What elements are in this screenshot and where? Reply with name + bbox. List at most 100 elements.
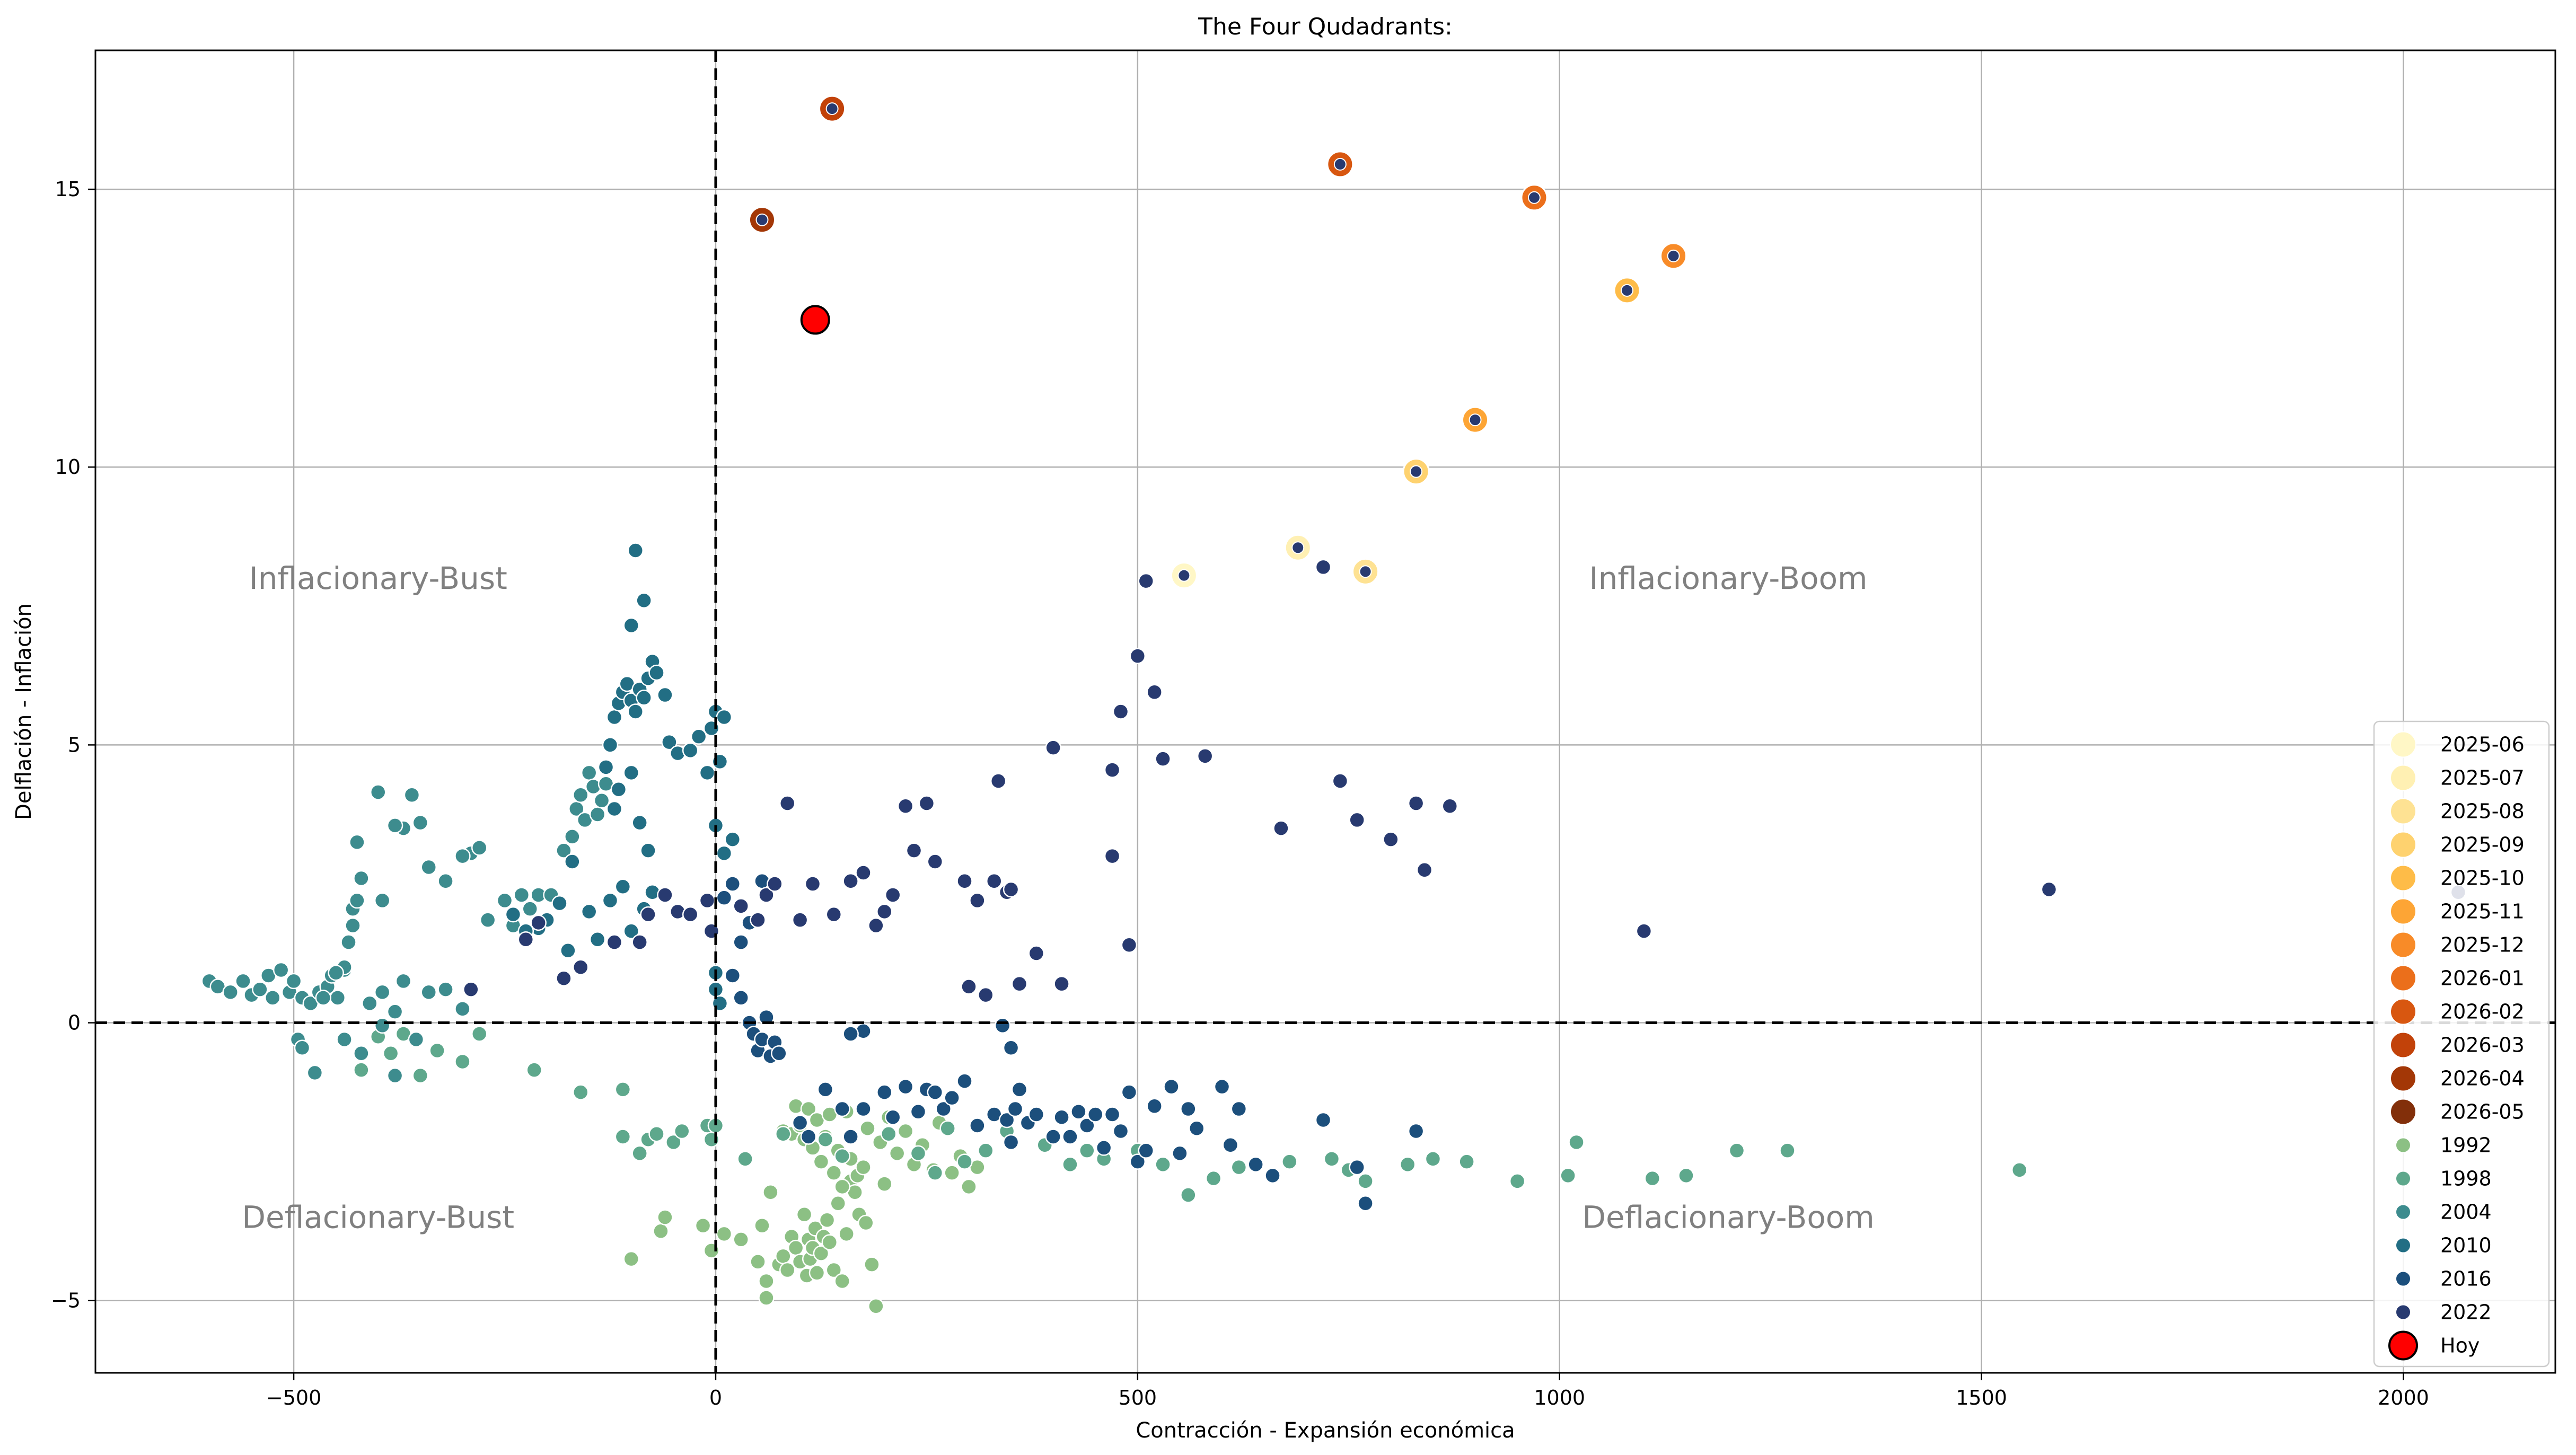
scatter-point-2010	[648, 664, 665, 681]
scatter-point-2022	[657, 887, 673, 903]
scatter-point-2004	[265, 990, 281, 1006]
scatter-point-2004	[412, 814, 429, 831]
scatter-point-1992	[876, 1176, 893, 1192]
scatter-point-2004	[408, 1031, 425, 1048]
scatter-point-1992	[716, 1225, 733, 1242]
scatter-point-2004	[403, 787, 420, 803]
legend-marker-2025-09	[2390, 831, 2416, 858]
scatter-point-2016	[1045, 1128, 1061, 1145]
scatter-point-2016	[855, 1100, 872, 1117]
scatter-point-1992	[855, 1159, 872, 1176]
scatter-point-2016	[758, 1009, 775, 1026]
scatter-point-2022	[868, 917, 884, 934]
scatter-point-1998	[1230, 1159, 1247, 1176]
month-point-core	[1291, 541, 1305, 554]
scatter-point-1998	[1357, 1173, 1374, 1189]
scatter-point-2004	[374, 984, 391, 1001]
legend-marker-2026-02	[2390, 998, 2416, 1025]
legend-marker-2025-08	[2390, 798, 2416, 825]
scatter-point-2022	[884, 887, 901, 903]
scatter-point-2004	[420, 859, 437, 876]
legend-label: 2025-07	[2440, 766, 2525, 790]
scatter-point-2010	[623, 764, 640, 781]
scatter-point-1992	[623, 1250, 640, 1267]
scatter-point-1992	[859, 1120, 876, 1136]
scatter-point-1998	[412, 1067, 429, 1084]
scatter-point-2016	[1189, 1120, 1205, 1136]
scatter-point-1992	[653, 1223, 669, 1239]
scatter-point-1992	[825, 1262, 842, 1278]
month-point-core	[1469, 413, 1482, 427]
scatter-point-2016	[1087, 1106, 1104, 1123]
quadrant-labels: Inflacionary-Bust Inflacionary-Boom Deflac…	[242, 560, 1874, 1236]
x-axis-label: Contracción - Expansión económica	[1136, 1418, 1515, 1443]
scatter-point-2004	[222, 984, 239, 1001]
scatter-point-2022	[905, 842, 922, 859]
scatter-point-1992	[834, 1273, 850, 1290]
scatter-point-2022	[855, 865, 872, 881]
scatter-point-2004	[252, 981, 268, 998]
scatter-point-1998	[454, 1053, 471, 1070]
scatter-point-2022	[530, 914, 547, 931]
scatter-point-2016	[1112, 1123, 1129, 1140]
y-axis-label: Delflación - Inflación	[12, 603, 36, 820]
scatter-point-2016	[1079, 1117, 1095, 1134]
scatter-point-1998	[1644, 1170, 1661, 1187]
scatter-point-2016	[733, 990, 749, 1006]
scatter-point-2010	[716, 709, 733, 726]
scatter-point-2016	[817, 1081, 834, 1098]
scatter-point-2004	[573, 787, 589, 803]
scatter-point-2022	[631, 934, 648, 950]
scatter-point-2010	[602, 737, 619, 753]
y-tick-label: 10	[55, 455, 81, 479]
scatter-point-2016	[1121, 1084, 1138, 1100]
legend-marker-2025-11	[2390, 898, 2416, 925]
scatter-point-2010	[661, 734, 678, 751]
month-point-core	[1667, 249, 1680, 262]
scatter-point-2010	[636, 690, 652, 706]
scatter-point-2010	[636, 592, 652, 609]
scatter-point-2016	[1146, 1098, 1163, 1115]
scatter-point-2004	[420, 984, 437, 1001]
legend-label: 2004	[2440, 1201, 2492, 1224]
scatter-point-2004	[285, 973, 302, 990]
scatter-point-2016	[800, 1128, 817, 1145]
scatter-point-2022	[918, 795, 935, 812]
scatter-point-2022	[1104, 762, 1121, 778]
scatter-point-2004	[471, 840, 488, 856]
scatter-point-2022	[767, 876, 783, 892]
legend-label: 2010	[2440, 1234, 2492, 1257]
scatter-point-1998	[2011, 1162, 2028, 1178]
scatter-point-2022	[1408, 795, 1425, 812]
scatter-point-2004	[386, 1003, 403, 1020]
scatter-point-2022	[556, 970, 572, 986]
scatter-point-2010	[614, 878, 631, 895]
scatter-point-1998	[471, 1026, 488, 1042]
legend-label: 1998	[2440, 1167, 2492, 1191]
legend-label: 2025-10	[2440, 867, 2525, 890]
legend-label: 2025-09	[2440, 833, 2525, 857]
scatter-point-2016	[969, 1117, 986, 1134]
x-tick-label: 2000	[2378, 1386, 2429, 1409]
scatter-point-1998	[429, 1042, 445, 1059]
y-tick-label: 5	[68, 733, 81, 756]
scatter-point-2010	[606, 709, 623, 726]
scatter-point-2004	[315, 990, 332, 1006]
scatter-point-2004	[386, 1067, 403, 1084]
scatter-point-1998	[881, 1125, 897, 1142]
legend-label: 1992	[2440, 1134, 2492, 1157]
legend-marker-1992	[2395, 1137, 2411, 1153]
scatter-point-1992	[819, 1212, 836, 1228]
legend-label: 2022	[2440, 1301, 2492, 1324]
reference-lines	[95, 50, 2555, 1373]
scatter-point-1998	[614, 1128, 631, 1145]
scatter-point-1998	[817, 1131, 834, 1148]
scatter-point-2022	[1011, 975, 1028, 992]
legend-marker-2004	[2395, 1204, 2411, 1220]
scatter-point-2016	[1028, 1106, 1045, 1123]
scatter-point-1998	[1180, 1187, 1197, 1203]
legend-label: 2026-01	[2440, 967, 2525, 990]
month-point-core	[755, 213, 769, 226]
scatter-point-2010	[682, 742, 699, 759]
